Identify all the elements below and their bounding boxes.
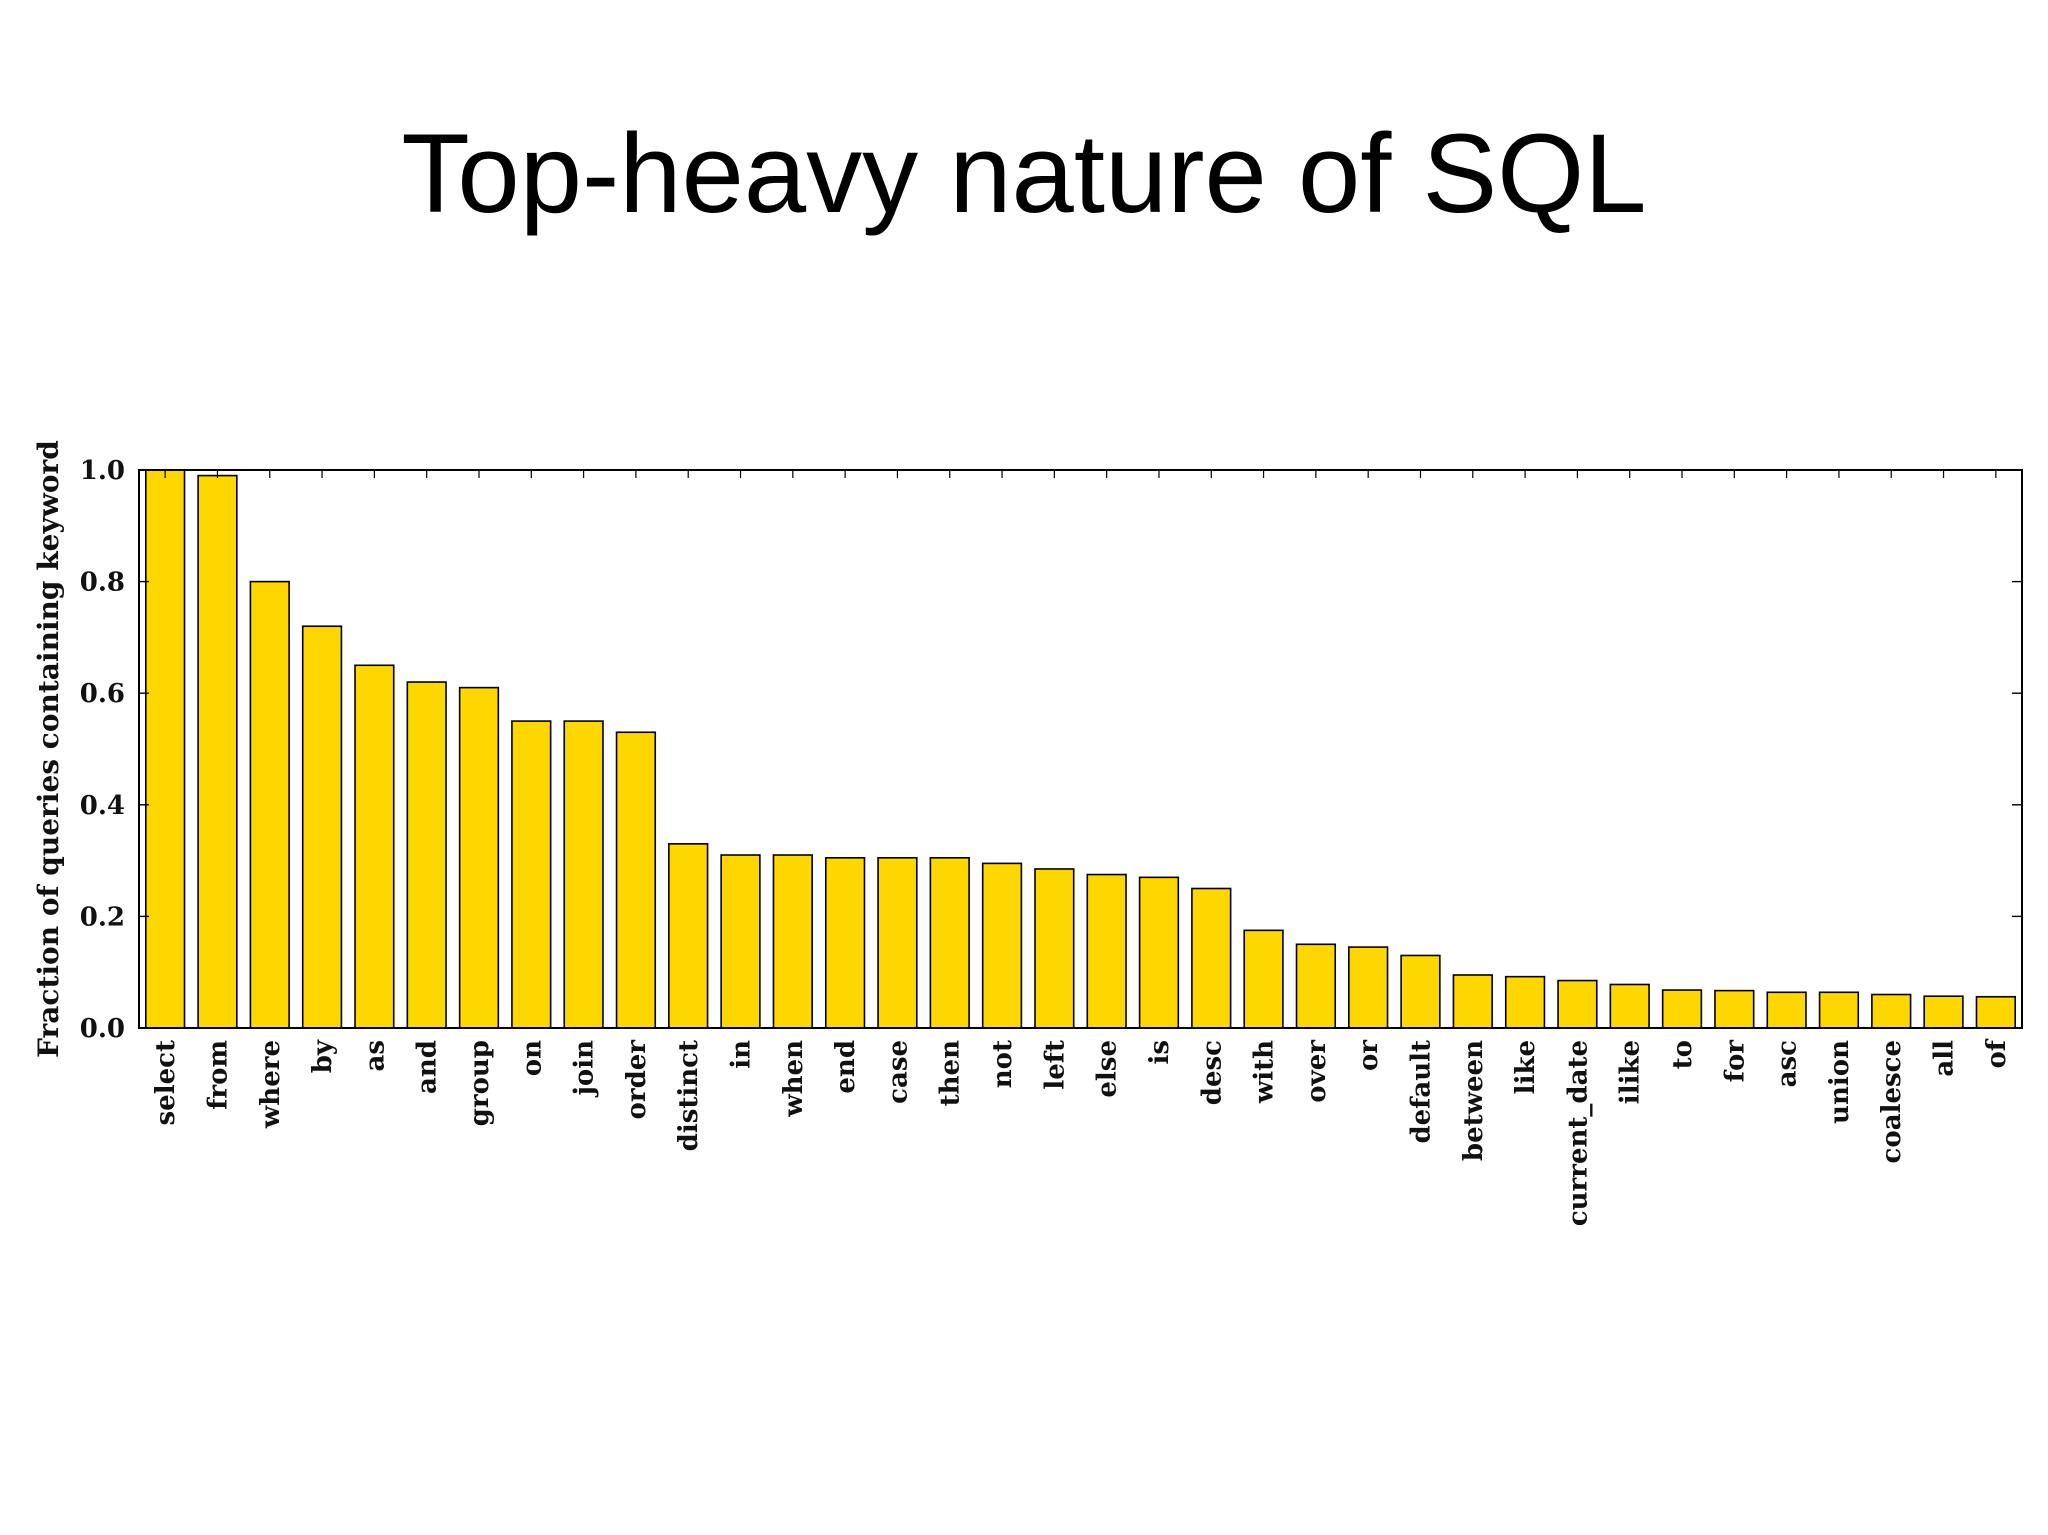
x-tick-label: group	[465, 1040, 495, 1126]
bar-order	[615, 731, 657, 1029]
x-tick-label: not	[988, 1040, 1018, 1088]
bar-from	[197, 474, 238, 1029]
bar-left	[1034, 868, 1075, 1029]
x-tick-label: is	[1145, 1040, 1175, 1065]
y-tick-label: 0.8	[80, 568, 125, 598]
bar-then	[929, 857, 970, 1029]
ticks-group	[139, 469, 2022, 1029]
x-tick-label: where	[256, 1040, 286, 1129]
bars-group	[144, 469, 2017, 1029]
x-tick-label: select	[151, 1040, 181, 1125]
x-tick-label: desc	[1197, 1040, 1227, 1105]
bar-for	[1714, 989, 1755, 1029]
x-tick-label: as	[360, 1040, 390, 1071]
bar-select	[144, 469, 186, 1029]
x-tick-label: or	[1354, 1040, 1384, 1071]
bar-desc	[1191, 887, 1232, 1029]
x-tick-label: like	[1511, 1040, 1541, 1094]
x-tick-label: on	[517, 1040, 547, 1076]
x-tick-label: case	[883, 1040, 913, 1104]
bar-default	[1400, 954, 1441, 1029]
x-tick-label: end	[831, 1040, 861, 1094]
x-tick-label: for	[1720, 1040, 1750, 1083]
bar-with	[1243, 929, 1284, 1029]
y-tick-labels: 0.0 0.2 0.4 0.6 0.8 1.0	[80, 456, 125, 1044]
bar-by	[301, 625, 343, 1029]
bar-over	[1295, 943, 1337, 1029]
bar-union	[1818, 991, 1860, 1029]
x-tick-label: by	[308, 1039, 338, 1073]
bar-as	[354, 664, 395, 1029]
x-tick-label: else	[1093, 1040, 1123, 1098]
bar-asc	[1766, 991, 1807, 1029]
bar-join	[563, 720, 604, 1029]
bar-like	[1504, 975, 1546, 1029]
bar-to	[1661, 989, 1703, 1029]
bar-of	[1975, 995, 2017, 1029]
x-tick-label: order	[622, 1040, 652, 1120]
bar-case	[877, 857, 918, 1029]
bar-is	[1138, 876, 1180, 1029]
x-tick-label: with	[1250, 1040, 1280, 1104]
x-tick-label: left	[1040, 1040, 1070, 1090]
bar-on	[511, 720, 552, 1029]
slide-title: Top-heavy nature of SQL	[401, 111, 1647, 236]
y-tick-label: 0.4	[80, 791, 125, 821]
bar-all	[1923, 995, 1964, 1029]
bar-or	[1348, 946, 1389, 1029]
y-axis-label: Fraction of queries containing keyword	[32, 440, 65, 1058]
x-tick-label: over	[1302, 1040, 1332, 1103]
bar-coalesce	[1871, 993, 1912, 1029]
x-tick-label: current_date	[1563, 1040, 1593, 1226]
x-tick-label: coalesce	[1877, 1040, 1907, 1163]
bar-ilike	[1609, 983, 1650, 1029]
bar-in	[720, 854, 761, 1029]
y-tick-label: 0.0	[80, 1014, 125, 1044]
x-tick-label: union	[1825, 1040, 1855, 1124]
bar-and	[406, 681, 447, 1029]
bar-group	[458, 686, 500, 1029]
bar-current-date	[1557, 979, 1598, 1029]
x-tick-label: when	[779, 1040, 809, 1118]
x-tick-label: asc	[1773, 1040, 1803, 1087]
x-tick-label: distinct	[674, 1040, 704, 1151]
x-tick-label: from	[203, 1040, 233, 1110]
x-tick-label: default	[1406, 1040, 1436, 1144]
bar-when	[772, 854, 813, 1029]
y-tick-label: 0.6	[80, 679, 125, 709]
x-tick-label: between	[1459, 1040, 1489, 1161]
x-tick-label: of	[1982, 1038, 2012, 1068]
bar-where	[249, 580, 290, 1029]
x-tick-label: in	[727, 1040, 757, 1069]
y-tick-label: 1.0	[80, 456, 125, 486]
x-tick-label: to	[1668, 1040, 1698, 1069]
x-tick-label: join	[570, 1040, 600, 1098]
x-tick-label: ilike	[1616, 1040, 1646, 1104]
bar-between	[1452, 974, 1493, 1029]
bar-distinct	[668, 843, 709, 1029]
bar-not	[981, 862, 1023, 1029]
x-tick-label: then	[936, 1040, 966, 1106]
x-tick-labels: select from where by as and group on join order di…	[151, 1038, 2012, 1226]
bar-else	[1086, 873, 1127, 1029]
x-tick-label: all	[1930, 1040, 1960, 1077]
plot-frame	[138, 469, 2023, 1029]
y-tick-label: 0.2	[80, 902, 125, 932]
bar-end	[824, 857, 866, 1029]
x-tick-label: and	[413, 1040, 443, 1094]
